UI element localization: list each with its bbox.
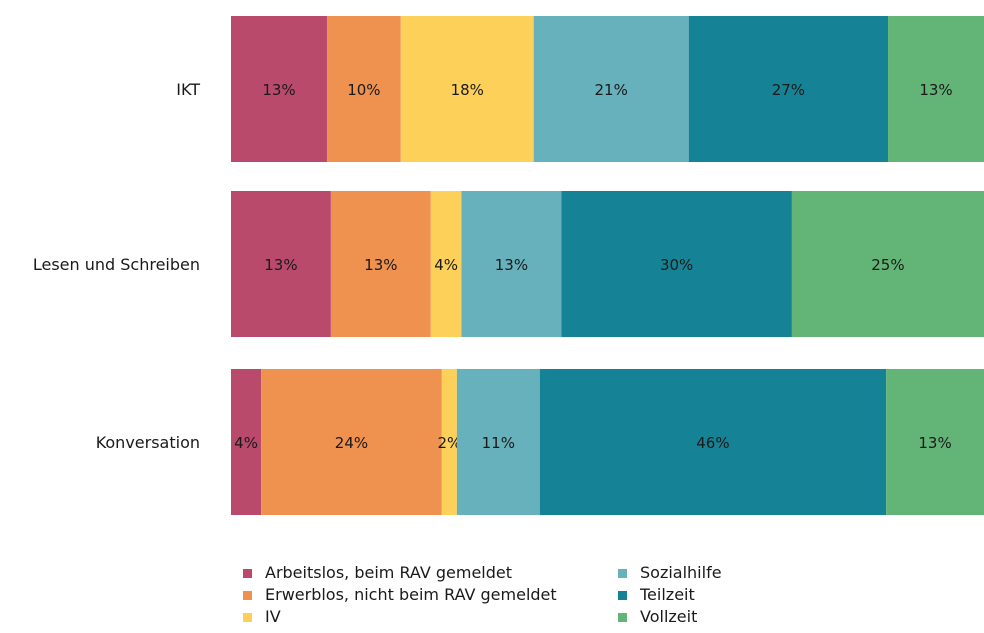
data-label: 13% bbox=[264, 256, 297, 274]
data-label: 4% bbox=[434, 256, 458, 274]
bar-segment bbox=[231, 369, 262, 515]
category-label: Lesen und Schreiben bbox=[33, 255, 200, 274]
bar-segment bbox=[400, 16, 534, 162]
legend-label: Erwerblos, nicht beim RAV gemeldet bbox=[265, 585, 557, 604]
legend-swatch bbox=[618, 613, 627, 622]
bar-segment bbox=[688, 16, 889, 162]
category-label: IKT bbox=[176, 80, 200, 99]
bar-segment bbox=[231, 16, 327, 162]
data-label: 13% bbox=[364, 256, 397, 274]
data-label: 10% bbox=[347, 81, 380, 99]
bar-segment bbox=[539, 369, 887, 515]
bar-segment bbox=[461, 191, 562, 337]
legend-swatch bbox=[243, 613, 252, 622]
data-label: 30% bbox=[660, 256, 693, 274]
category-label: Konversation bbox=[96, 433, 200, 452]
bar-segment bbox=[886, 369, 984, 515]
bar-segment bbox=[456, 369, 540, 515]
legend-swatch bbox=[243, 591, 252, 600]
data-label: 27% bbox=[772, 81, 805, 99]
legend-label: Teilzeit bbox=[639, 585, 695, 604]
bar-segment bbox=[441, 369, 457, 515]
data-label: 24% bbox=[335, 434, 368, 452]
legend-swatch bbox=[243, 569, 252, 578]
bar-segment bbox=[561, 191, 792, 337]
data-label: 4% bbox=[234, 434, 258, 452]
legend-label: Vollzeit bbox=[640, 607, 697, 626]
bar-segment bbox=[888, 16, 984, 162]
data-label: 21% bbox=[595, 81, 628, 99]
bar-segment bbox=[231, 191, 331, 337]
legend-label: Arbeitslos, beim RAV gemeldet bbox=[265, 563, 512, 582]
bar-segment bbox=[330, 191, 431, 337]
bar-segment bbox=[533, 16, 689, 162]
bar-segment bbox=[791, 191, 984, 337]
legend-label: Sozialhilfe bbox=[640, 563, 722, 582]
legend-label: IV bbox=[265, 607, 281, 626]
data-label: 18% bbox=[451, 81, 484, 99]
bar-segment bbox=[326, 16, 401, 162]
data-label: 11% bbox=[482, 434, 515, 452]
legend-swatch bbox=[618, 569, 627, 578]
data-label: 13% bbox=[919, 81, 952, 99]
data-label: 25% bbox=[871, 256, 904, 274]
data-label: 2% bbox=[437, 434, 461, 452]
legend-swatch bbox=[618, 591, 627, 600]
bar-segment bbox=[261, 369, 442, 515]
bar-segment bbox=[430, 191, 462, 337]
data-label: 46% bbox=[696, 434, 729, 452]
data-label: 13% bbox=[495, 256, 528, 274]
data-label: 13% bbox=[918, 434, 951, 452]
data-label: 13% bbox=[262, 81, 295, 99]
